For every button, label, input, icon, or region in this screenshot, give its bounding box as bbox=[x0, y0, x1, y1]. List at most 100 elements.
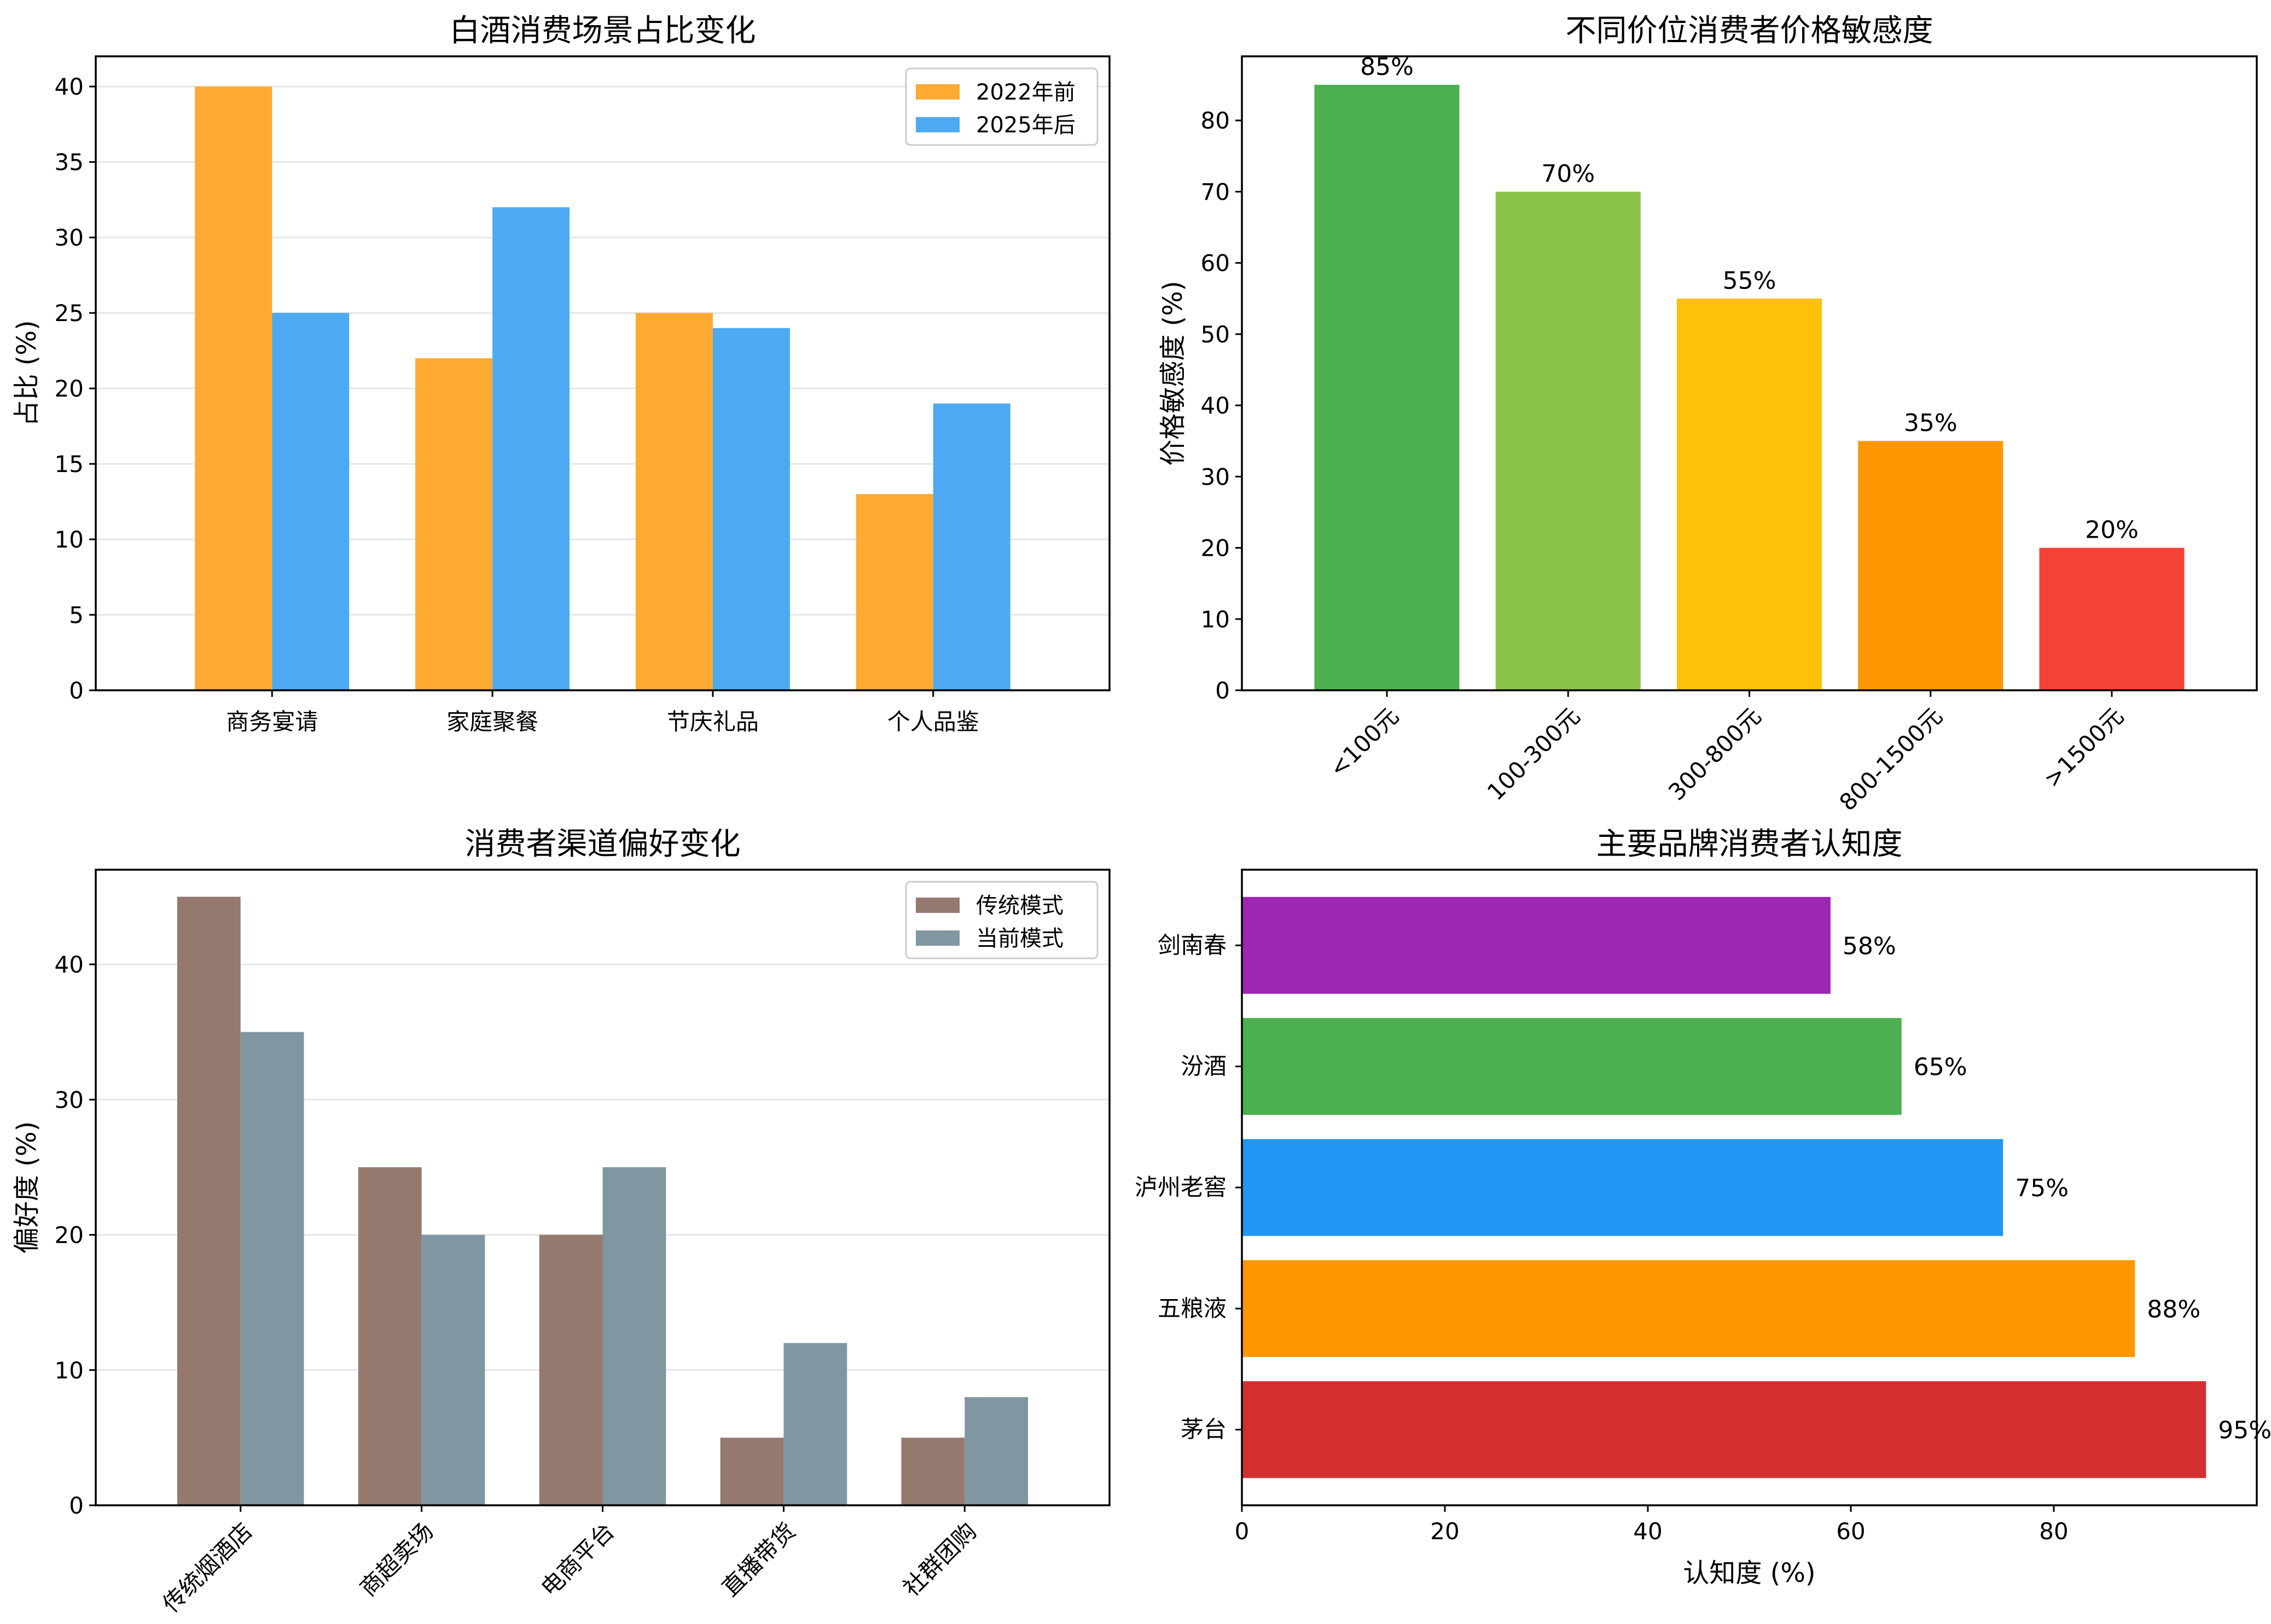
y-tick-label: 50 bbox=[1201, 321, 1230, 348]
x-tick-label: 40 bbox=[1633, 1518, 1662, 1545]
y-tick-label: 40 bbox=[55, 951, 84, 978]
y-tick-label: 80 bbox=[1201, 107, 1230, 134]
bar-2025年后-家庭聚餐 bbox=[492, 207, 570, 690]
chart-title: 消费者渠道偏好变化 bbox=[465, 826, 741, 862]
bar-300-800元 bbox=[1677, 298, 1822, 690]
legend: 2022年前 2025年后 bbox=[905, 67, 1099, 146]
y-tick-label: 35 bbox=[55, 149, 84, 176]
y-tick-label: 0 bbox=[69, 677, 84, 704]
x-tick-label: 电商平台 bbox=[536, 1517, 619, 1601]
bar-传统模式-商超卖场 bbox=[358, 1167, 422, 1505]
x-tick-label: 社群团购 bbox=[898, 1517, 981, 1601]
axes-frame bbox=[1241, 869, 2258, 1506]
y-tick-label: 0 bbox=[1215, 677, 1230, 704]
bar-当前模式-电商平台 bbox=[602, 1167, 666, 1505]
bar-传统模式-社群团购 bbox=[901, 1437, 965, 1505]
y-tick-label: 20 bbox=[55, 1222, 84, 1249]
data-label: 88% bbox=[2147, 1295, 2200, 1323]
y-tick-label: 10 bbox=[55, 526, 84, 553]
x-tick-label: 0 bbox=[1235, 1518, 1250, 1545]
legend-label: 传统模式 bbox=[976, 893, 1064, 918]
legend-swatch bbox=[916, 898, 960, 913]
data-label: 75% bbox=[2015, 1174, 2069, 1202]
y-tick-label: 15 bbox=[55, 451, 84, 478]
y-tick-label: 60 bbox=[1201, 250, 1230, 277]
x-tick-label: 直播带货 bbox=[717, 1517, 800, 1601]
legend-swatch bbox=[916, 84, 960, 100]
x-tick-label: 80 bbox=[2039, 1518, 2068, 1545]
axes-frame bbox=[95, 55, 1111, 691]
bar-2025年后-节庆礼品 bbox=[712, 328, 790, 690]
bar-800-1500元 bbox=[1858, 441, 2003, 690]
y-tick-label: 0 bbox=[69, 1492, 84, 1519]
bar-泸州老窖 bbox=[1242, 1139, 2003, 1236]
x-tick-label: 300-800元 bbox=[1663, 702, 1766, 805]
x-tick-label: 100-300元 bbox=[1482, 702, 1585, 805]
data-label: 95% bbox=[2218, 1417, 2271, 1445]
bar-传统模式-电商平台 bbox=[539, 1235, 603, 1505]
y-tick-label: 30 bbox=[55, 224, 84, 251]
x-tick-label: 商务宴请 bbox=[226, 708, 318, 735]
chart-title: 主要品牌消费者认知度 bbox=[1596, 826, 1903, 862]
bar-传统模式-直播带货 bbox=[720, 1437, 784, 1505]
bar-当前模式-直播带货 bbox=[783, 1343, 847, 1505]
y-tick-label: 五粮液 bbox=[1158, 1295, 1227, 1322]
bar-2022年前-个人品鉴 bbox=[856, 494, 933, 690]
chart-title: 白酒消费场景占比变化 bbox=[450, 13, 756, 49]
x-tick-label: 家庭聚餐 bbox=[446, 708, 538, 735]
data-label: 55% bbox=[1723, 267, 1776, 295]
y-tick-label: 5 bbox=[69, 602, 84, 628]
y-tick-label: 25 bbox=[55, 300, 84, 327]
x-axis-label: 认知度 (%) bbox=[1683, 1558, 1815, 1588]
y-tick-label: 30 bbox=[1201, 463, 1230, 490]
y-tick-label: 茅台 bbox=[1181, 1416, 1227, 1443]
x-tick-label: 20 bbox=[1430, 1518, 1459, 1545]
bar-五粮液 bbox=[1242, 1260, 2135, 1357]
bar-汾酒 bbox=[1242, 1018, 1902, 1115]
x-tick-label: 800-1500元 bbox=[1834, 702, 1947, 816]
y-tick-label: 泸州老窖 bbox=[1135, 1174, 1227, 1201]
bar-剑南春 bbox=[1242, 897, 1831, 994]
legend-label: 2025年后 bbox=[976, 113, 1076, 138]
data-label: 20% bbox=[2085, 516, 2139, 544]
y-tick-label: 20 bbox=[1201, 535, 1230, 562]
data-label: 85% bbox=[1360, 53, 1414, 81]
y-tick-label: 剑南春 bbox=[1158, 932, 1227, 958]
bar-茅台 bbox=[1242, 1381, 2206, 1479]
y-tick-label: 40 bbox=[55, 73, 84, 100]
y-tick-label: 30 bbox=[55, 1086, 84, 1113]
x-tick-label: 传统烟酒店 bbox=[158, 1517, 258, 1617]
bar-2025年后-个人品鉴 bbox=[933, 403, 1010, 690]
legend-label: 2022年前 bbox=[976, 80, 1076, 105]
y-axis-label: 价格敏感度 (%) bbox=[1158, 281, 1188, 465]
legend-swatch bbox=[916, 930, 960, 946]
data-label: 65% bbox=[1914, 1053, 1967, 1081]
chart-4: 主要品牌消费者认知度 95% 茅台 88% 五粮液 75% 泸州老窖 65% 汾酒 58% 剑南春 0… bbox=[1135, 826, 2271, 1588]
x-tick-label: >1500元 bbox=[2038, 702, 2129, 793]
bar-当前模式-商超卖场 bbox=[421, 1235, 485, 1505]
chart-title: 不同价位消费者价格敏感度 bbox=[1566, 13, 1933, 49]
data-label: 35% bbox=[1904, 409, 1958, 437]
y-tick-label: 10 bbox=[55, 1357, 84, 1384]
y-tick-label: 20 bbox=[55, 375, 84, 402]
bar-2022年前-家庭聚餐 bbox=[415, 358, 493, 690]
bar-100-300元 bbox=[1495, 191, 1641, 690]
bar-<100元 bbox=[1314, 85, 1460, 691]
y-tick-label: 40 bbox=[1201, 392, 1230, 419]
bar->1500元 bbox=[2039, 548, 2185, 690]
legend-swatch bbox=[916, 117, 960, 132]
bar-当前模式-传统烟酒店 bbox=[240, 1032, 304, 1505]
data-label: 58% bbox=[1843, 932, 1896, 960]
y-tick-label: 70 bbox=[1201, 178, 1230, 205]
data-label: 70% bbox=[1541, 160, 1595, 188]
bar-当前模式-社群团购 bbox=[965, 1397, 1029, 1505]
bar-2025年后-商务宴请 bbox=[272, 313, 350, 690]
y-axis-label: 占比 (%) bbox=[11, 320, 42, 426]
axes-frame bbox=[95, 869, 1111, 1506]
bar-2022年前-商务宴请 bbox=[195, 86, 272, 691]
chart-2: 不同价位消费者价格敏感度 0 10 20 30 40 50 60 70 80 价格敏感度 (%) 85… bbox=[1158, 13, 2258, 816]
